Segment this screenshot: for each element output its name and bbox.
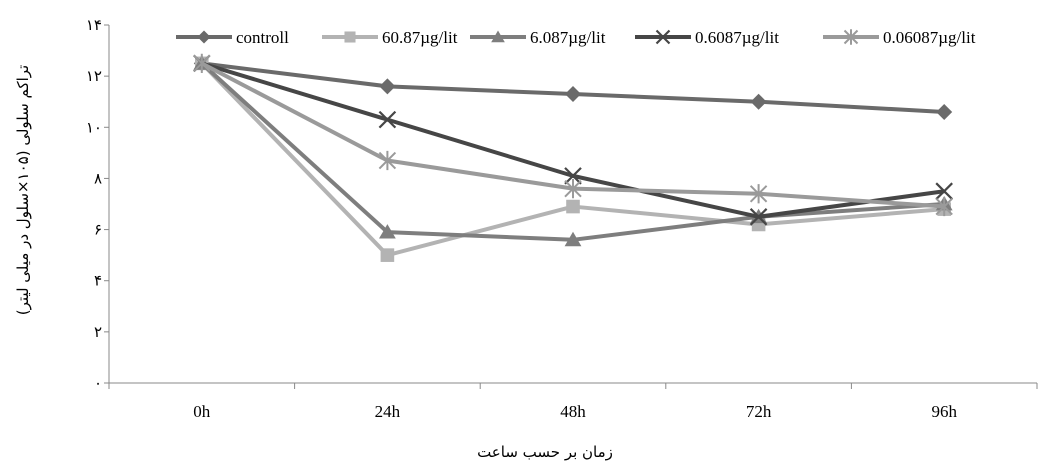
data-point bbox=[564, 167, 582, 185]
data-point bbox=[344, 31, 356, 43]
y-tick-label: ۲ bbox=[94, 323, 102, 341]
data-point bbox=[378, 110, 397, 129]
legend-item: controll bbox=[176, 28, 289, 47]
data-point bbox=[193, 53, 211, 73]
data-point bbox=[378, 150, 397, 171]
y-tick-label: ۱۰ bbox=[86, 118, 102, 136]
y-tick-label: ۰ bbox=[94, 374, 102, 392]
x-tick-label: 24h bbox=[375, 402, 401, 421]
y-tick-label: ۱۴ bbox=[86, 16, 102, 34]
x-tick-label: 0h bbox=[193, 402, 211, 421]
legend-label: 0.06087µg/lit bbox=[883, 28, 976, 47]
y-axis-title: تراکم سلولی (۱۰۵×سلول در میلی لیتر) bbox=[14, 65, 32, 315]
y-axis-ticks: ۰ ۲ ۴ ۶ ۸ ۱۰ ۱۲ ۱۴ bbox=[86, 16, 109, 392]
data-point bbox=[565, 86, 581, 103]
legend-item: 0.6087µg/lit bbox=[635, 28, 779, 47]
chart-axes bbox=[108, 25, 1037, 384]
data-point bbox=[379, 78, 396, 95]
y-tick-label: ۸ bbox=[94, 169, 102, 187]
x-tick-label: 96h bbox=[931, 402, 957, 421]
data-point bbox=[749, 184, 768, 204]
legend-item: 60.87µg/lit bbox=[322, 28, 458, 47]
legend-item: 6.087µg/lit bbox=[470, 28, 606, 47]
legend-item: 0.06087µg/lit bbox=[823, 28, 976, 47]
x-axis-ticks: 0h 24h 48h 72h 96h bbox=[108, 383, 1038, 421]
data-point bbox=[655, 29, 671, 45]
legend-label: 60.87µg/lit bbox=[382, 28, 458, 47]
data-point bbox=[566, 199, 580, 214]
chart-series bbox=[193, 53, 953, 262]
data-point bbox=[749, 208, 768, 226]
data-point bbox=[564, 179, 582, 199]
legend-label: 0.6087µg/lit bbox=[695, 28, 779, 47]
data-point bbox=[491, 30, 505, 43]
data-point bbox=[935, 182, 953, 200]
data-point bbox=[935, 196, 953, 217]
y-tick-label: ۴ bbox=[94, 272, 102, 290]
chart-legend: controll 60.87µg/lit 6.087µg/lit 0.6087µg/l… bbox=[176, 28, 976, 47]
data-point bbox=[936, 103, 953, 120]
data-point bbox=[380, 248, 395, 262]
data-point bbox=[379, 224, 396, 239]
data-point bbox=[197, 30, 211, 44]
y-tick-label: ۶ bbox=[94, 221, 102, 239]
data-point bbox=[564, 231, 582, 247]
series-0 bbox=[193, 55, 953, 120]
legend-label: 6.087µg/lit bbox=[530, 28, 606, 47]
x-tick-label: 72h bbox=[746, 402, 772, 421]
data-point bbox=[843, 29, 859, 45]
series-4 bbox=[193, 53, 953, 217]
x-axis-title: زمان بر حسب ساعت bbox=[477, 443, 613, 461]
y-tick-label: ۱۲ bbox=[86, 67, 102, 85]
legend-label: controll bbox=[236, 28, 289, 47]
data-point bbox=[750, 93, 767, 110]
x-tick-label: 48h bbox=[560, 402, 586, 421]
